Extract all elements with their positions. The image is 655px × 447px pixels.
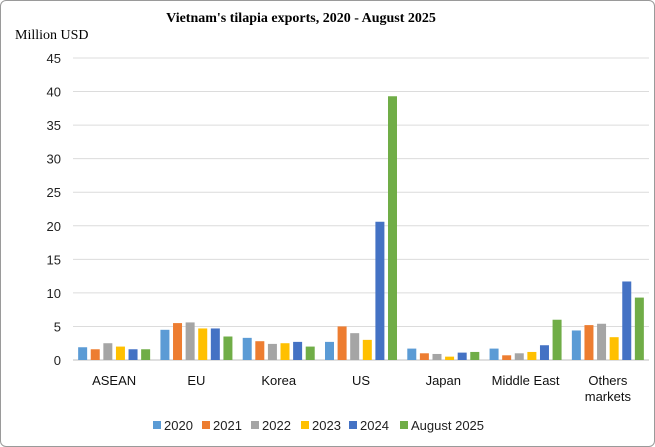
bar-2021 — [337, 326, 347, 360]
y-tick-label: 15 — [47, 252, 61, 267]
x-tick-label: Japan — [426, 373, 461, 388]
bar-2024 — [539, 345, 549, 360]
legend-swatch — [349, 421, 357, 429]
bar-2020 — [160, 329, 170, 360]
x-tick-label: Korea — [261, 373, 296, 388]
bar-2022 — [350, 333, 360, 360]
y-tick-label: 25 — [47, 185, 61, 200]
bar-august-2025 — [470, 351, 480, 360]
legend-label: 2023 — [312, 418, 341, 433]
x-tick-label: US — [352, 373, 370, 388]
bar-august-2025 — [634, 297, 644, 360]
y-tick-label: 5 — [54, 319, 61, 334]
x-tick-label: Middle East — [492, 373, 560, 388]
y-tick-label: 30 — [47, 152, 61, 167]
legend-swatch — [153, 421, 161, 429]
x-tick-label: EU — [187, 373, 205, 388]
bar-2020 — [242, 337, 252, 360]
bar-2021 — [502, 355, 512, 360]
bar-august-2025 — [141, 349, 151, 360]
legend-swatch — [400, 421, 408, 429]
bar-2023 — [362, 339, 372, 360]
legend-label: 2024 — [360, 418, 389, 433]
bar-2024 — [457, 352, 467, 360]
y-tick-label: 40 — [47, 85, 61, 100]
bar-2023 — [198, 328, 208, 360]
bar-2024 — [622, 281, 632, 360]
bar-2020 — [407, 348, 417, 360]
bar-2023 — [527, 351, 537, 360]
bar-2021 — [419, 353, 429, 360]
y-tick-label: 10 — [47, 286, 61, 301]
y-tick-label: 45 — [47, 51, 61, 66]
legend-swatch — [301, 421, 309, 429]
bar-2023 — [280, 343, 290, 360]
bar-2022 — [597, 323, 607, 360]
bar-2022 — [185, 322, 195, 360]
x-tick-label: ASEAN — [92, 373, 136, 388]
bar-2024 — [293, 341, 303, 360]
bar-2023 — [609, 337, 619, 360]
bar-2020 — [489, 348, 499, 360]
legend-swatch — [251, 421, 259, 429]
legend-label: 2021 — [213, 418, 242, 433]
bar-august-2025 — [305, 346, 315, 360]
y-axis-label: Million USD — [15, 28, 89, 43]
bar-2023 — [445, 356, 455, 360]
bar-2021 — [90, 349, 100, 360]
bar-2021 — [584, 325, 594, 360]
bar-2022 — [103, 343, 113, 360]
bar-2020 — [325, 341, 334, 360]
y-tick-label: 20 — [47, 219, 61, 234]
bar-2022 — [514, 353, 524, 360]
bar-2022 — [432, 353, 442, 360]
bar-2024 — [375, 221, 385, 360]
bar-2024 — [128, 349, 138, 360]
bar-august-2025 — [388, 96, 397, 361]
bar-2021 — [173, 323, 183, 360]
bar-2023 — [115, 346, 125, 360]
bar-2022 — [267, 343, 277, 360]
bar-2024 — [210, 328, 220, 360]
chart-title: Vietnam's tilapia exports, 2020 - August… — [166, 11, 436, 26]
y-tick-label: 0 — [54, 353, 61, 368]
x-tick-label: markets — [585, 389, 632, 404]
bar-august-2025 — [552, 319, 562, 360]
bar-2020 — [78, 347, 88, 360]
bar-2021 — [255, 341, 265, 360]
x-tick-label: Others — [588, 373, 628, 388]
legend-label: 2020 — [164, 418, 193, 433]
bar-2020 — [571, 330, 581, 360]
legend-label: 2022 — [262, 418, 291, 433]
y-tick-label: 35 — [47, 118, 61, 133]
legend-swatch — [202, 421, 210, 429]
bar-august-2025 — [223, 336, 233, 360]
legend-label: August 2025 — [411, 418, 484, 433]
